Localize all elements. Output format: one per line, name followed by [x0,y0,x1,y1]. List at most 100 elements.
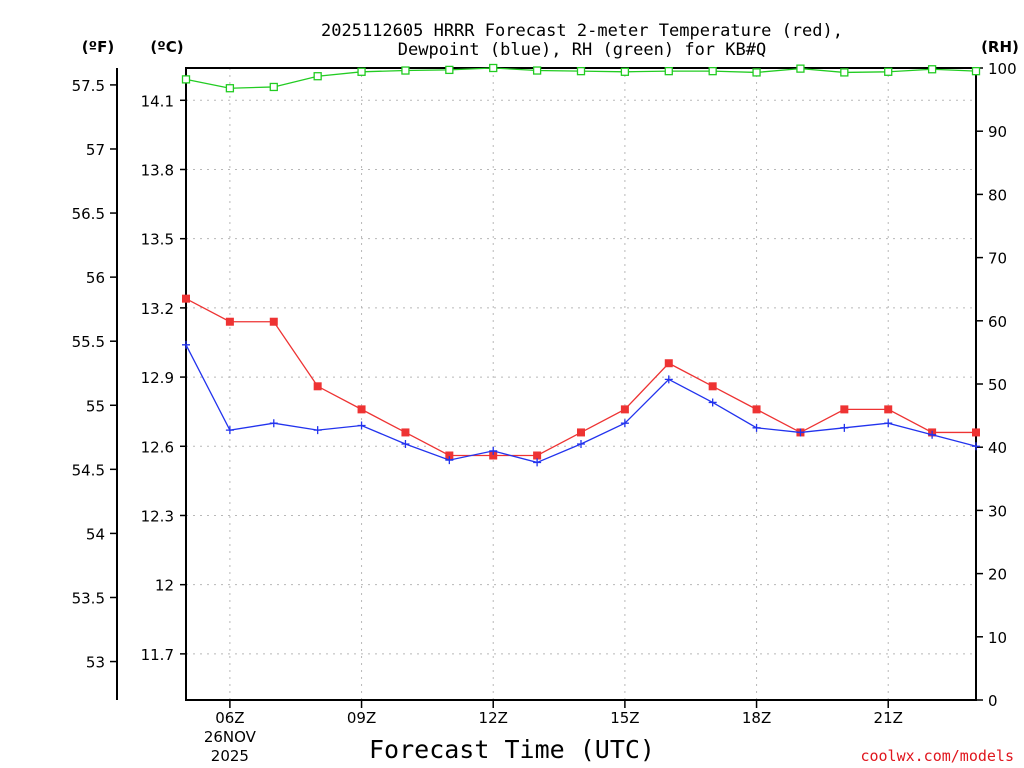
dewpoint-point [884,419,893,428]
c-tick-label: 14.1 [141,92,174,110]
rh-point [752,68,761,77]
rh-point [401,66,410,75]
temperature-point [884,405,893,414]
temperature-point [752,405,761,414]
rh-tick-label: 80 [988,186,1007,204]
temperature-point [401,428,410,437]
temperature-point [269,317,278,326]
dewpoint-point [796,428,805,437]
x-axis-title: Forecast Time (UTC) [369,735,655,764]
x-tick-label: 12Z [479,709,508,727]
rh-tick-label: 20 [988,566,1007,584]
f-tick-label: 55.5 [72,333,105,351]
rh-point [796,64,805,73]
temperature-point [357,405,366,414]
source-credit-link[interactable]: coolwx.com/models [860,747,1014,765]
dewpoint-point [708,398,717,407]
plot-frame [185,67,977,701]
temperature-point [313,382,322,391]
rh-unit-label: (RH) [981,38,1019,56]
x-date-label: 26NOV [204,728,257,746]
axis-layer [110,67,983,708]
x-tick-label: 21Z [874,709,903,727]
rh-point [927,65,937,74]
dewpoint-point [445,456,454,465]
rh-point [225,84,235,93]
x-tick-label: 15Z [610,709,639,727]
grid-layer [186,68,976,700]
dewpoint-point [401,439,410,448]
c-tick-label: 12.3 [141,507,174,525]
f-tick-label: 53.5 [72,589,105,607]
dewpoint-point [489,446,498,455]
temperature-point [182,294,190,303]
temperature-point [445,451,454,460]
rh-point [840,68,849,77]
dewpoint-point [752,423,761,432]
rh-tick-label: 70 [988,250,1007,268]
series-layer [181,63,981,467]
dewpoint-point [620,419,629,428]
rh-point [269,82,278,92]
rh-tick-label: 30 [988,502,1007,520]
f-tick-label: 54.5 [72,461,105,479]
dewpoint-point [357,421,366,430]
c-tick-label: 12.9 [141,369,174,387]
dewpoint-point [840,423,849,432]
rh-point [664,67,673,76]
rh-point [532,66,542,75]
celsius-unit-label: (ºC) [150,38,183,56]
rh-point [576,67,586,76]
c-tick-label: 12.6 [141,438,174,456]
c-tick-label: 13.2 [141,300,174,318]
temperature-point [533,451,542,460]
f-tick-label: 54 [86,525,105,543]
f-tick-label: 56.5 [72,205,105,223]
dewpoint-point [664,375,673,384]
f-tick-label: 56 [86,269,105,287]
rh-point [445,65,454,75]
c-tick-label: 13.8 [141,161,174,179]
rh-point [489,63,498,73]
x-year-label: 2025 [211,747,249,765]
temperature-point [620,405,629,414]
temperature-point [840,405,849,414]
rh-tick-label: 10 [988,629,1007,647]
temperature-point [708,382,717,391]
rh-tick-label: 90 [988,123,1007,141]
chart-title-line2: Dewpoint (blue), RH (green) for KB#Q [398,40,766,60]
dewpoint-point [269,419,278,428]
rh-point [181,75,191,84]
f-tick-label: 57.5 [72,77,105,95]
f-tick-label: 55 [86,397,105,415]
temperature-point [225,317,234,326]
rh-point [620,67,630,76]
dewpoint-point [972,442,980,451]
dewpoint-point [182,340,190,349]
rh-point [313,72,322,81]
dewpoint-point [313,426,322,435]
rh-tick-label: 40 [988,439,1007,457]
x-tick-label: 09Z [347,709,376,727]
temperature-point [972,428,980,437]
rh-tick-label: 60 [988,313,1007,331]
rh-tick-label: 0 [988,692,998,710]
f-tick-label: 53 [86,654,105,672]
rh-tick-label: 100 [988,60,1017,78]
dewpoint-point [928,430,937,439]
chart-title-line1: 2025112605 HRRR Forecast 2-meter Tempera… [321,21,843,41]
dewpoint-point [533,458,542,467]
dewpoint-point [225,426,234,435]
c-tick-label: 12 [155,577,174,595]
fahrenheit-unit-label: (ºF) [82,38,114,56]
rh-tick-label: 50 [988,376,1007,394]
dewpoint-point [577,439,585,448]
rh-point [357,67,366,76]
c-tick-label: 13.5 [141,231,174,249]
rh-point [971,67,981,76]
temperature-point [577,428,585,437]
x-tick-label: 18Z [742,709,771,727]
temperature-point [664,359,673,368]
